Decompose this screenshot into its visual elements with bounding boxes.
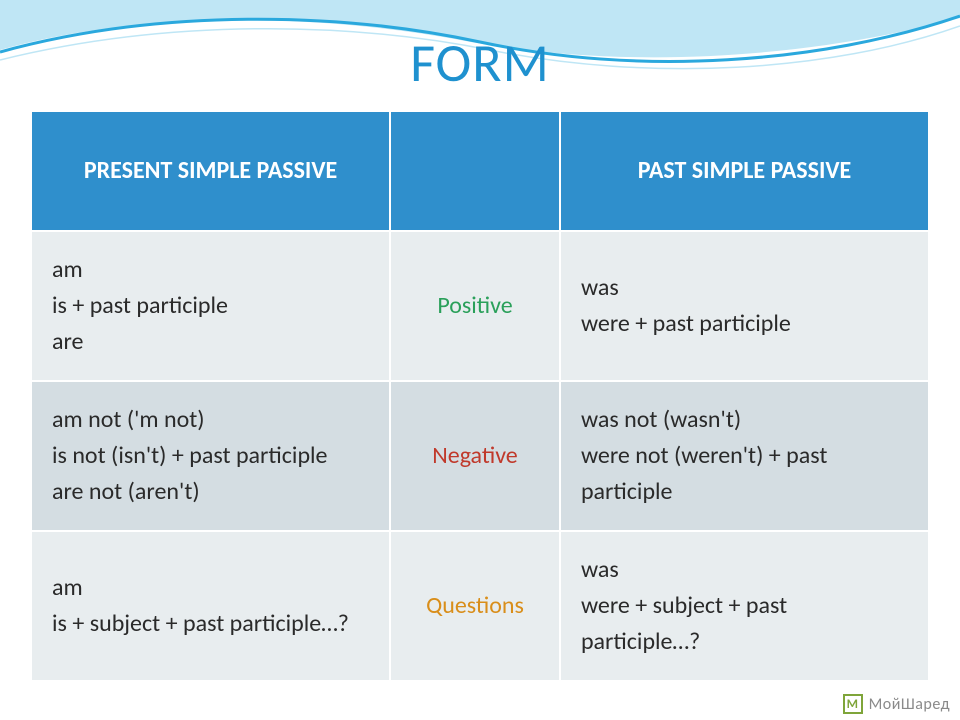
table-row: amis + past participlearePositivewaswere… (31, 231, 929, 381)
grammar-table: PRESENT SIMPLE PASSIVE PAST SIMPLE PASSI… (30, 110, 930, 682)
watermark-icon: M (843, 694, 863, 714)
slide: FORM PRESENT SIMPLE PASSIVE PAST SIMPLE … (0, 0, 960, 720)
watermark-text: МойШаред (869, 695, 950, 714)
table-header-row: PRESENT SIMPLE PASSIVE PAST SIMPLE PASSI… (31, 111, 929, 231)
table-body: amis + past participlearePositivewaswere… (31, 231, 929, 681)
cell-label-positive: Positive (390, 231, 560, 381)
header-present-simple: PRESENT SIMPLE PASSIVE (31, 111, 390, 231)
cell-past-negative: was not (wasn't)were not (weren't) + pas… (560, 381, 929, 531)
table-row: am not ('m not)is not (isn't) + past par… (31, 381, 929, 531)
cell-present-negative: am not ('m not)is not (isn't) + past par… (31, 381, 390, 531)
cell-label-negative: Negative (390, 381, 560, 531)
cell-past-positive: waswere + past participle (560, 231, 929, 381)
table-row: amis + subject + past participle…?Questi… (31, 531, 929, 681)
cell-present-questions: amis + subject + past participle…? (31, 531, 390, 681)
cell-past-questions: waswere + subject + past participle…? (560, 531, 929, 681)
watermark: M МойШаред (843, 694, 950, 714)
cell-present-positive: amis + past participleare (31, 231, 390, 381)
header-middle-blank (390, 111, 560, 231)
page-title: FORM (0, 30, 960, 96)
header-past-simple: PAST SIMPLE PASSIVE (560, 111, 929, 231)
cell-label-questions: Questions (390, 531, 560, 681)
